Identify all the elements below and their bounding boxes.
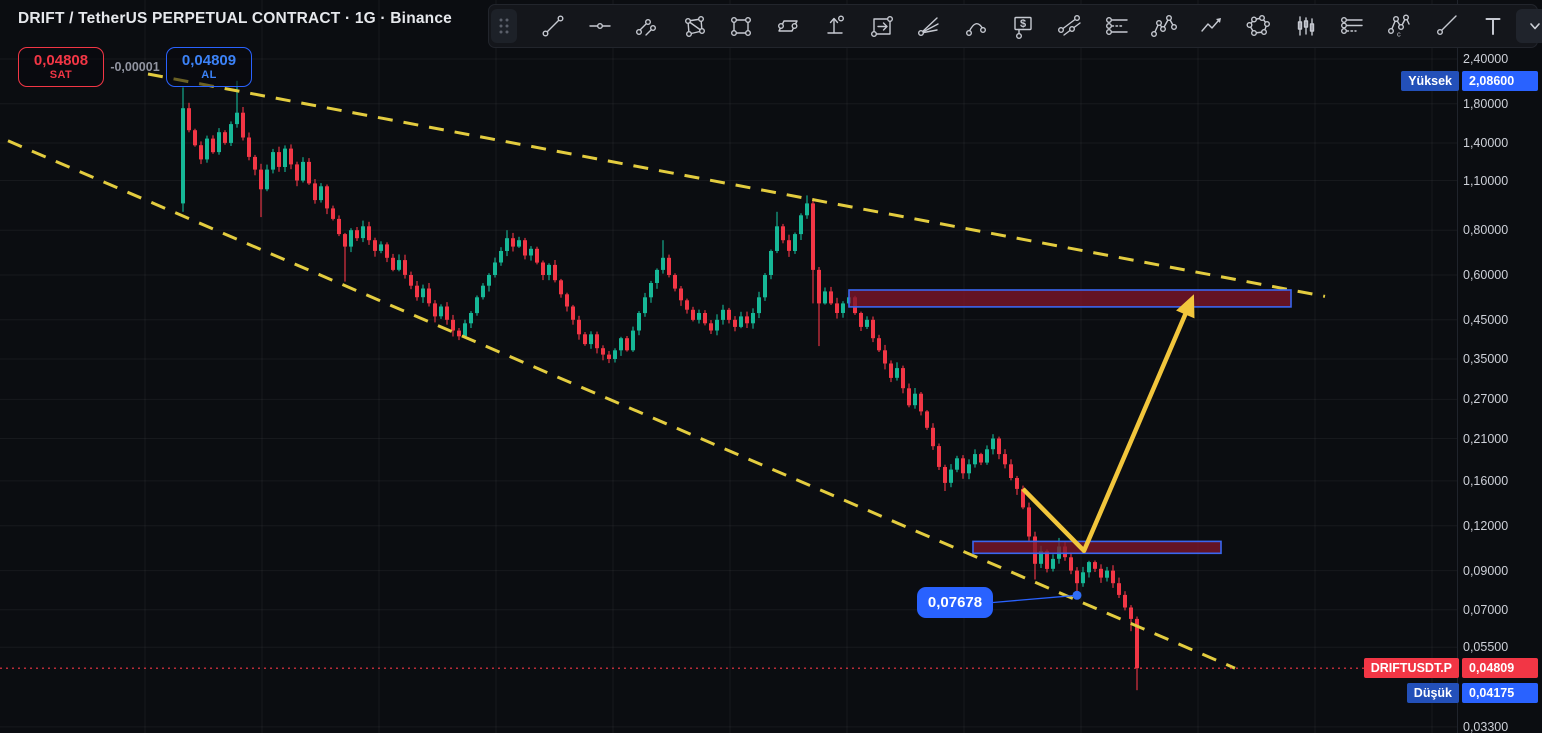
supply-zone-upper[interactable] — [848, 289, 1292, 308]
sell-button[interactable]: 0,04808 SAT — [18, 47, 104, 87]
tool-trend-arrow-icon[interactable] — [1187, 7, 1234, 45]
price-tick: 1,80000 — [1463, 97, 1509, 111]
toolbar-drag-handle-icon[interactable] — [491, 9, 517, 43]
wedge-upper-trendline[interactable] — [147, 72, 1326, 298]
tool-rectangle-icon[interactable] — [717, 7, 764, 45]
price-tick: 0,12000 — [1463, 519, 1509, 533]
price-tick: 2,40000 — [1463, 52, 1509, 66]
tool-arc-icon[interactable] — [952, 7, 999, 45]
tool-xabcd-pattern-icon[interactable] — [670, 7, 717, 45]
tool-fan-pattern-icon[interactable] — [905, 7, 952, 45]
tool-price-range-icon[interactable] — [858, 7, 905, 45]
price-tick: 0,60000 — [1463, 268, 1509, 282]
tool-text-tool-icon[interactable] — [1469, 7, 1516, 45]
tool-price-note-icon[interactable]: $ — [999, 7, 1046, 45]
tool-harmonic-pattern-icon[interactable]: c — [1375, 7, 1422, 45]
price-callout-bubble[interactable]: 0,07678 — [917, 587, 993, 618]
svg-text:$: $ — [1020, 18, 1026, 30]
price-tick: 0,45000 — [1463, 313, 1509, 327]
buy-price: 0,04809 — [181, 52, 237, 69]
price-tick: 0,07000 — [1463, 603, 1509, 617]
sell-label: SAT — [49, 69, 73, 81]
toolbar-tools: $ c — [517, 7, 1516, 45]
price-tick: 0,35000 — [1463, 352, 1509, 366]
drawing-toolbar: $ c — [488, 4, 1542, 48]
price-callout-line — [992, 594, 1078, 604]
projection-arrow[interactable] — [1021, 294, 1195, 554]
spread-value: -0,00001 — [110, 60, 160, 74]
last-price-label: DRIFTUSDT.P 0,04809 — [1363, 658, 1538, 678]
tool-vertical-projection-icon[interactable] — [811, 7, 858, 45]
tool-elliott-wave-icon[interactable] — [1140, 7, 1187, 45]
price-tick: 0,09000 — [1463, 564, 1509, 578]
tool-parallelogram-icon[interactable] — [764, 7, 811, 45]
chart-grid — [0, 0, 1457, 733]
price-tick: 0,05500 — [1463, 640, 1509, 654]
price-tick: 0,03300 — [1463, 720, 1509, 733]
tool-parallel-channel-icon[interactable] — [1046, 7, 1093, 45]
wedge-lower-trendline[interactable] — [7, 139, 1236, 670]
session-low-label: Düşük 0,04175 — [1406, 683, 1538, 703]
toolbar-collapse-button[interactable] — [1516, 9, 1542, 43]
session-high-label: Yüksek 2,08600 — [1401, 71, 1538, 91]
price-axis-separator — [1457, 0, 1458, 733]
sell-price: 0,04808 — [33, 52, 89, 69]
tool-bar-pattern-icon[interactable] — [1281, 7, 1328, 45]
chevron-down-icon — [1530, 23, 1540, 30]
tool-gann-levels-icon[interactable] — [1328, 7, 1375, 45]
tool-horizontal-line-icon[interactable] — [576, 7, 623, 45]
supply-zone-lower[interactable] — [972, 540, 1222, 555]
buy-label: AL — [201, 69, 217, 81]
tool-ray-icon[interactable] — [1422, 7, 1469, 45]
price-tick: 0,16000 — [1463, 474, 1509, 488]
price-tick: 1,40000 — [1463, 136, 1509, 150]
buy-button[interactable]: 0,04809 AL — [166, 47, 252, 87]
tool-trend-line-icon[interactable] — [529, 7, 576, 45]
symbol-title[interactable]: DRIFT / TetherUS PERPETUAL CONTRACT · 1G… — [18, 10, 452, 27]
tool-horizontal-levels-icon[interactable] — [1093, 7, 1140, 45]
price-tick: 1,10000 — [1463, 174, 1509, 188]
svg-text:c: c — [1397, 30, 1401, 39]
tool-cycle-pattern-icon[interactable] — [1234, 7, 1281, 45]
price-callout-dot[interactable] — [1072, 590, 1082, 600]
price-tick: 0,80000 — [1463, 223, 1509, 237]
tool-parallel-lines-icon[interactable] — [623, 7, 670, 45]
trade-buttons-row: 0,04808 SAT -0,00001 0,04809 AL — [18, 46, 252, 88]
price-tick: 0,21000 — [1463, 432, 1509, 446]
price-tick: 0,27000 — [1463, 392, 1509, 406]
